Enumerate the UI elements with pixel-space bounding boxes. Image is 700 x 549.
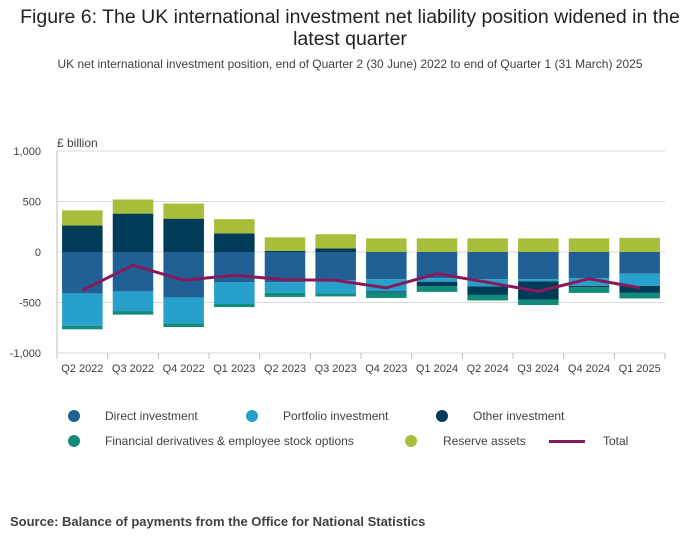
bar-other-investment	[214, 233, 255, 252]
x-tick-label: Q1 2023	[213, 363, 255, 375]
x-tick-label: Q2 2023	[264, 363, 306, 375]
chart-subtitle: UK net international investment position…	[57, 57, 643, 71]
legend-marker-portfolio-investment	[246, 410, 258, 422]
bar-portfolio-investment	[264, 282, 306, 293]
bar-financial-derivatives-employee-stock-options	[467, 294, 508, 301]
bar-direct-investment	[518, 252, 559, 280]
bar-portfolio-investment	[416, 278, 458, 282]
x-tick-label: Q4 2024	[568, 363, 610, 375]
bar-financial-derivatives-employee-stock-options	[214, 304, 255, 308]
bar-direct-investment	[568, 252, 610, 279]
bar-portfolio-investment	[315, 280, 356, 294]
bar-reserve-assets	[518, 238, 559, 252]
bar-portfolio-investment	[163, 297, 204, 324]
legend-marker-direct-investment	[68, 410, 80, 422]
legend-label-direct-investment[interactable]: Direct investment	[105, 409, 198, 423]
bar-financial-derivatives-employee-stock-options	[366, 292, 407, 298]
bar-portfolio-investment	[366, 279, 407, 292]
bar-reserve-assets	[416, 238, 458, 252]
bar-financial-derivatives-employee-stock-options	[568, 287, 610, 293]
bar-financial-derivatives-employee-stock-options	[163, 323, 204, 328]
bar-reserve-assets	[568, 238, 610, 252]
bar-portfolio-investment	[568, 278, 610, 286]
bar-financial-derivatives-employee-stock-options	[416, 286, 458, 292]
bar-direct-investment	[315, 252, 356, 281]
bar-reserve-assets	[163, 203, 204, 219]
x-tick-label: Q2 2024	[467, 363, 509, 375]
y-axis-unit-label: £ billion	[57, 136, 98, 150]
y-tick-label: 500	[23, 197, 41, 209]
legend-label-total[interactable]: Total	[603, 434, 629, 448]
bar-reserve-assets	[619, 237, 660, 252]
bar-other-investment	[112, 213, 154, 252]
bars	[62, 199, 660, 330]
bar-financial-derivatives-employee-stock-options	[62, 325, 103, 330]
bar-direct-investment	[62, 252, 103, 294]
bar-reserve-assets	[264, 237, 306, 251]
legend-label-financial-derivatives-employee-stock-options[interactable]: Financial derivatives & employee stock o…	[105, 434, 354, 448]
y-tick-label: 1,000	[13, 146, 41, 158]
bar-portfolio-investment	[62, 293, 103, 326]
bar-financial-derivatives-employee-stock-options	[112, 311, 154, 315]
y-tick-label: -500	[19, 298, 41, 310]
x-tick-label: Q4 2023	[365, 363, 407, 375]
bar-portfolio-investment	[214, 282, 255, 305]
bar-direct-investment	[366, 252, 407, 280]
axes: 1,000 500 0 -500 -1,000 Q2 2022 Q3 2022 Q4 2022…	[10, 146, 666, 375]
source-note: Source: Balance of payments from the Off…	[10, 514, 426, 529]
bar-reserve-assets	[315, 234, 356, 249]
bar-portfolio-investment	[518, 279, 559, 282]
legend-marker-total	[549, 440, 585, 443]
y-tick-label: 0	[35, 247, 41, 259]
bar-other-investment	[264, 250, 306, 252]
bar-other-investment	[619, 285, 660, 293]
legend-label-other-investment[interactable]: Other investment	[473, 409, 565, 423]
x-tick-label: Q4 2022	[163, 363, 205, 375]
legend-label-portfolio-investment[interactable]: Portfolio investment	[283, 409, 389, 423]
bar-portfolio-investment	[112, 291, 154, 312]
bar-reserve-assets	[62, 210, 103, 226]
bar-other-investment	[315, 248, 356, 252]
x-tick-label: Q1 2025	[619, 363, 661, 375]
legend-marker-financial-derivatives-employee-stock-options	[68, 435, 80, 447]
bar-other-investment	[467, 286, 508, 295]
bar-other-investment	[366, 291, 407, 293]
bar-reserve-assets	[112, 199, 154, 214]
x-tick-label: Q3 2022	[112, 363, 154, 375]
bar-financial-derivatives-employee-stock-options	[518, 299, 559, 306]
chart-title: Figure 6: The UK international investmen…	[20, 6, 680, 50]
bar-other-investment	[416, 281, 458, 287]
bar-direct-investment	[467, 252, 508, 280]
total-line-group	[81, 263, 640, 293]
y-tick-label: -1,000	[10, 348, 41, 360]
stacked-bar-chart: 1,000 500 0 -500 -1,000 Q2 2022 Q3 2022 Q4 2022…	[10, 146, 666, 375]
legend-marker-other-investment	[436, 410, 448, 422]
x-tick-label: Q3 2023	[315, 363, 357, 375]
bar-financial-derivatives-employee-stock-options	[315, 293, 356, 297]
bar-reserve-assets	[467, 238, 508, 252]
bar-reserve-assets	[214, 219, 255, 234]
bar-portfolio-investment	[619, 273, 660, 286]
bar-other-investment	[62, 225, 103, 252]
bar-direct-investment	[619, 252, 660, 274]
bar-financial-derivatives-employee-stock-options	[619, 292, 660, 299]
legend-marker-reserve-assets	[405, 435, 417, 447]
x-tick-label: Q2 2022	[61, 363, 103, 375]
x-tick-label: Q1 2024	[416, 363, 458, 375]
bar-financial-derivatives-employee-stock-options	[264, 292, 306, 297]
bar-reserve-assets	[366, 238, 407, 252]
x-tick-label: Q3 2024	[517, 363, 559, 375]
total-line	[81, 263, 640, 293]
bar-other-investment	[163, 218, 204, 252]
bar-other-investment	[568, 285, 610, 288]
legend-label-reserve-assets[interactable]: Reserve assets	[443, 434, 526, 448]
